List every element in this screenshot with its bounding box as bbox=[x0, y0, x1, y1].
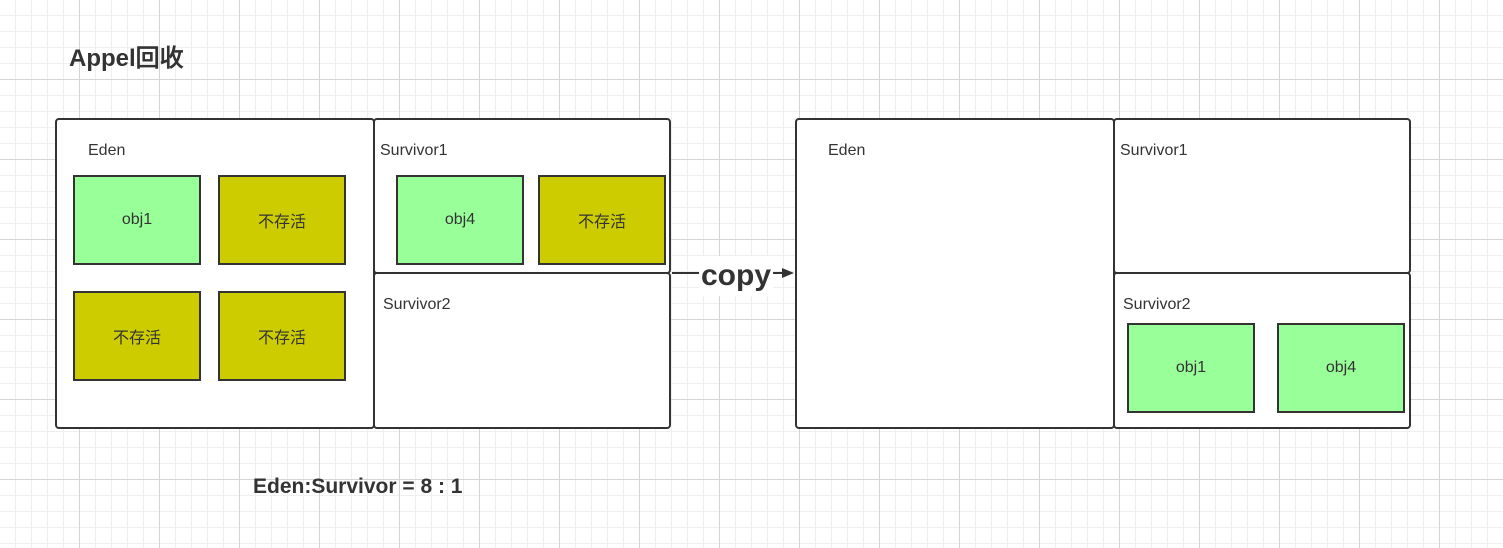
right-survivor1-label: Survivor1 bbox=[1120, 142, 1188, 159]
left-survivor2-region bbox=[373, 272, 671, 429]
copy-label: copy bbox=[699, 256, 774, 296]
diagram-title: Appel回收 bbox=[69, 45, 184, 72]
left-survivor1-object-dead: 不存活 bbox=[538, 175, 666, 265]
left-eden-region bbox=[55, 118, 375, 429]
right-survivor1-region bbox=[1113, 118, 1411, 274]
right-survivor2-object-obj1: obj1 bbox=[1127, 323, 1255, 413]
left-eden-object-dead: 不存活 bbox=[73, 291, 201, 381]
left-survivor1-object-obj4: obj4 bbox=[396, 175, 524, 265]
left-survivor2-label: Survivor2 bbox=[383, 296, 451, 313]
eden-survivor-ratio: Eden:Survivor = 8 : 1 bbox=[253, 475, 463, 498]
right-eden-region bbox=[795, 118, 1115, 429]
right-survivor2-label: Survivor2 bbox=[1123, 296, 1191, 313]
left-eden-object-dead: 不存活 bbox=[218, 291, 346, 381]
left-eden-object-dead: 不存活 bbox=[218, 175, 346, 265]
right-eden-label: Eden bbox=[828, 142, 866, 159]
copy-arrow-head bbox=[782, 268, 794, 278]
right-survivor2-object-obj4: obj4 bbox=[1277, 323, 1405, 413]
left-survivor1-label: Survivor1 bbox=[380, 142, 448, 159]
left-eden-label: Eden bbox=[88, 142, 126, 159]
left-eden-object-obj1: obj1 bbox=[73, 175, 201, 265]
